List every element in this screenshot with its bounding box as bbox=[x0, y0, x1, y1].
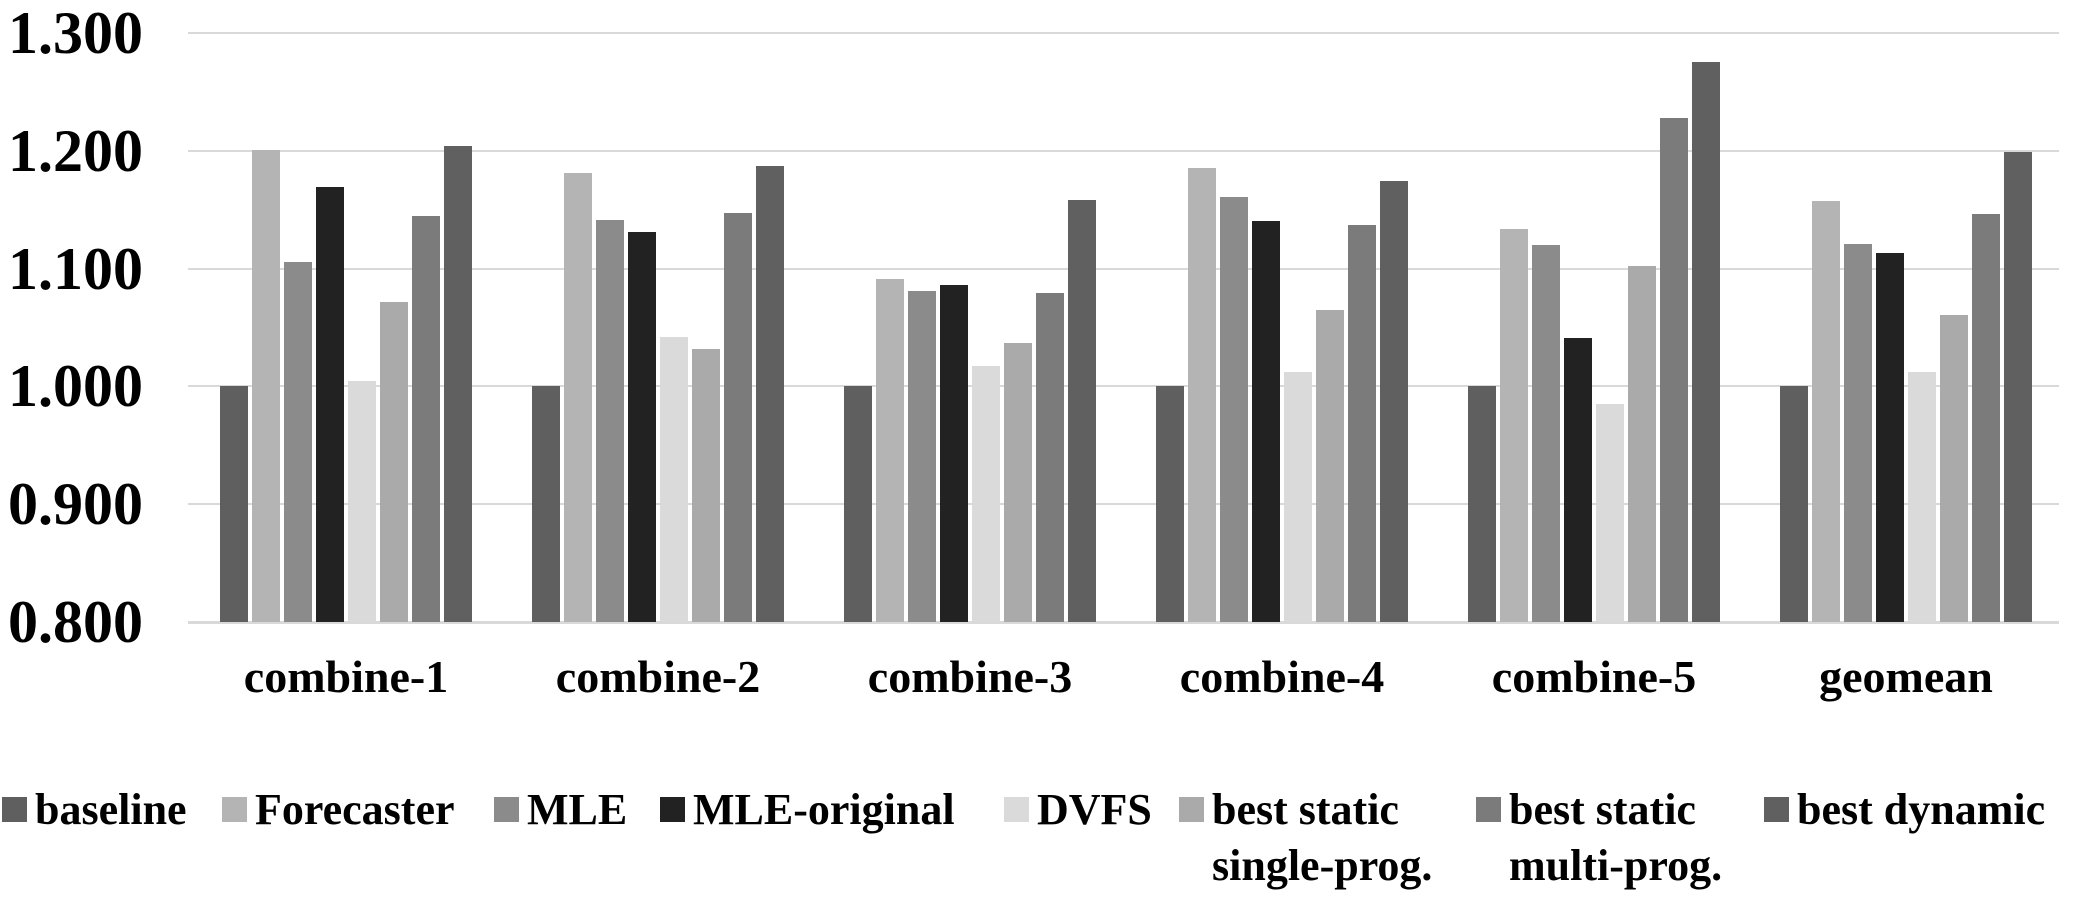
bar bbox=[2004, 151, 2032, 622]
bar bbox=[1812, 201, 1840, 622]
bar bbox=[532, 386, 560, 622]
legend-swatch bbox=[1476, 797, 1501, 822]
x-category-label: combine-4 bbox=[1179, 651, 1385, 702]
bar bbox=[1068, 200, 1096, 622]
bar bbox=[1908, 372, 1936, 622]
legend-label: MLE bbox=[527, 785, 628, 834]
bar bbox=[908, 290, 936, 622]
x-category-label: combine-1 bbox=[243, 651, 449, 702]
bar bbox=[252, 149, 280, 622]
bar bbox=[564, 173, 592, 622]
gridline bbox=[188, 267, 2059, 270]
legend-swatch bbox=[660, 797, 685, 822]
bar bbox=[1628, 266, 1656, 622]
legend-swatch bbox=[2, 797, 27, 822]
gridline bbox=[188, 503, 2059, 506]
legend-swatch bbox=[222, 797, 247, 822]
legend-label: baseline bbox=[35, 785, 187, 834]
bar bbox=[1004, 342, 1032, 622]
bar bbox=[444, 146, 472, 622]
bar bbox=[1252, 221, 1280, 622]
bar bbox=[1596, 404, 1624, 622]
bar bbox=[972, 366, 1000, 622]
bar bbox=[724, 213, 752, 622]
bar bbox=[412, 215, 440, 622]
bar bbox=[844, 386, 872, 622]
bar bbox=[380, 301, 408, 622]
bar bbox=[596, 220, 624, 622]
legend-swatch bbox=[494, 797, 519, 822]
bar bbox=[284, 261, 312, 622]
bar bbox=[1220, 196, 1248, 622]
bar bbox=[940, 285, 968, 622]
bar bbox=[1500, 228, 1528, 622]
bar bbox=[348, 380, 376, 622]
bar bbox=[316, 187, 344, 622]
legend-swatch bbox=[1004, 797, 1029, 822]
bar bbox=[1532, 245, 1560, 622]
legend-swatch bbox=[1764, 797, 1789, 822]
bar bbox=[1876, 253, 1904, 622]
gridline bbox=[188, 385, 2059, 388]
y-tick-label: 1.200 bbox=[8, 117, 143, 184]
x-category-label: combine-2 bbox=[555, 651, 761, 702]
bar bbox=[1036, 293, 1064, 622]
bar bbox=[1844, 243, 1872, 622]
legend-label: DVFS bbox=[1037, 785, 1152, 834]
bar bbox=[1156, 386, 1184, 622]
legend-label: Forecaster bbox=[255, 785, 455, 834]
bar bbox=[1316, 309, 1344, 622]
bar bbox=[1468, 386, 1496, 622]
legend-label: best static single-prog. bbox=[1212, 785, 1433, 890]
legend-label: best static multi-prog. bbox=[1509, 785, 1723, 890]
bar bbox=[628, 232, 656, 622]
bar bbox=[1284, 372, 1312, 622]
legend-label: best dynamic bbox=[1797, 785, 2046, 834]
y-tick-label: 1.000 bbox=[8, 353, 143, 420]
bar bbox=[1188, 168, 1216, 622]
gridline bbox=[188, 149, 2059, 152]
x-category-label: combine-5 bbox=[1491, 651, 1697, 702]
bar bbox=[1972, 214, 2000, 622]
bar bbox=[1564, 338, 1592, 622]
y-tick-label: 1.100 bbox=[8, 235, 143, 302]
bar bbox=[1692, 62, 1720, 622]
bar bbox=[1780, 386, 1808, 622]
bar bbox=[692, 348, 720, 622]
bar bbox=[1660, 117, 1688, 622]
bar bbox=[220, 386, 248, 622]
bar bbox=[876, 279, 904, 622]
legend-label: MLE-original bbox=[693, 785, 955, 834]
x-axis-line bbox=[188, 621, 2059, 624]
bar bbox=[756, 166, 784, 622]
gridline bbox=[188, 32, 2059, 34]
y-tick-label: 0.900 bbox=[8, 471, 143, 538]
y-tick-label: 1.300 bbox=[8, 0, 143, 66]
bar bbox=[1940, 314, 1968, 622]
legend-swatch bbox=[1179, 797, 1204, 822]
x-category-label: combine-3 bbox=[867, 651, 1073, 702]
bar bbox=[660, 336, 688, 622]
x-category-label: geomean bbox=[1819, 651, 1993, 702]
bar bbox=[1348, 225, 1376, 622]
y-tick-label: 0.800 bbox=[8, 589, 143, 655]
bar bbox=[1380, 181, 1408, 622]
